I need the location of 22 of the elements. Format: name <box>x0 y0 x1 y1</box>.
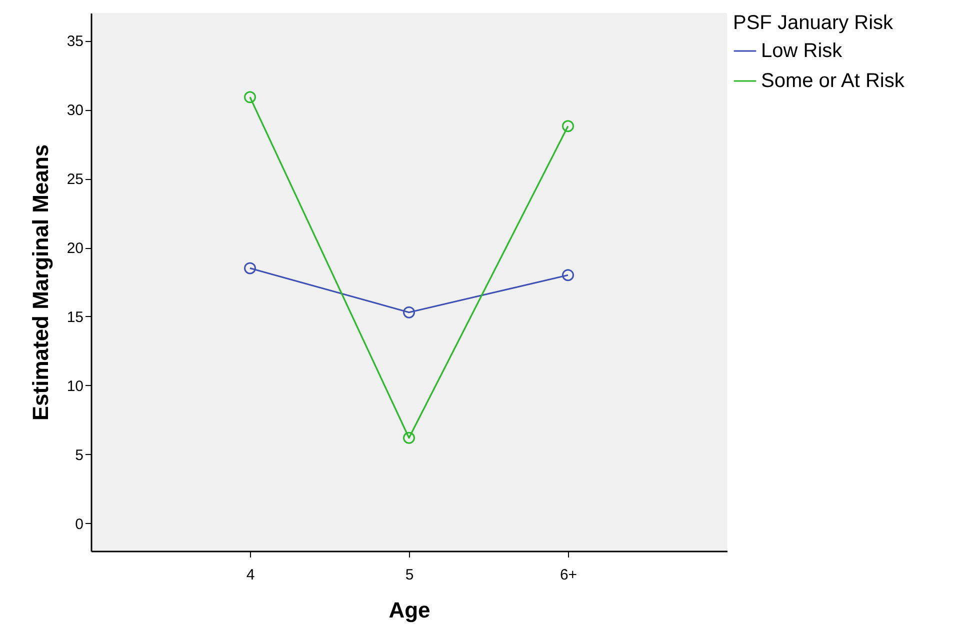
y-tick-label: 15 <box>66 308 84 326</box>
y-tick-label: 20 <box>66 240 84 258</box>
legend-label: Some or At Risk <box>761 70 906 92</box>
x-tick-label: 5 <box>405 566 414 584</box>
y-axis-title: Estimated Marginal Means <box>28 144 53 421</box>
x-tick-label: 6+ <box>560 566 578 584</box>
y-tick-label: 10 <box>66 378 84 395</box>
point <box>403 432 415 444</box>
point <box>244 262 256 274</box>
legend-label: Low Risk <box>761 40 844 62</box>
x-tick-label: 4 <box>246 566 255 584</box>
legend-title: PSF January Risk <box>733 12 894 34</box>
y-tick-label: 30 <box>66 102 84 120</box>
point <box>562 269 574 282</box>
point <box>244 91 256 104</box>
x-axis-title: Age <box>388 598 430 622</box>
y-tick-label: 0 <box>75 516 84 533</box>
point <box>403 306 415 318</box>
y-tick-label: 35 <box>66 33 84 50</box>
y-tick-label: 25 <box>66 171 84 188</box>
y-tick-label: 5 <box>75 446 84 464</box>
point <box>562 120 574 132</box>
